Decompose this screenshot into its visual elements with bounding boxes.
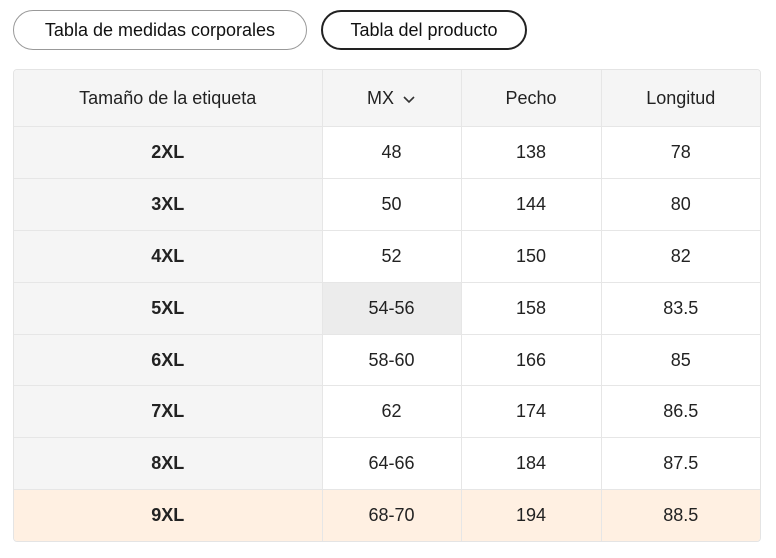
table-row: 7XL 62 174 86.5 — [14, 385, 760, 439]
size-label: 5XL — [14, 282, 323, 335]
header-text: Tamaño de la etiqueta — [79, 87, 257, 108]
cell: 54-56 — [322, 282, 462, 335]
table-row: 9XL 68-70 194 88.5 — [14, 489, 760, 542]
size-label: 6XL — [14, 334, 323, 387]
table: Tamaño de la etiqueta MX Pecho Longitud 2XL… — [14, 70, 760, 542]
size-table: Tamaño de la etiqueta MX Pecho Longitud 2XL… — [13, 69, 761, 543]
cell: 64-66 — [322, 437, 462, 491]
column-header: Pecho — [461, 70, 602, 127]
cell: 194 — [461, 489, 602, 542]
cell: 144 — [461, 178, 602, 231]
header-row: Tamaño de la etiqueta MX Pecho Longitud — [14, 70, 760, 127]
column-header[interactable]: MX — [322, 70, 462, 127]
table-row: 6XL 58-60 166 85 — [14, 334, 760, 387]
header-text: MX — [367, 87, 394, 108]
cell: 83.5 — [601, 282, 760, 335]
cell: 86.5 — [601, 385, 760, 439]
tab-selected[interactable]: Tabla del producto — [321, 10, 527, 50]
cell: 80 — [601, 178, 760, 231]
cell: 87.5 — [601, 437, 760, 491]
cell: 158 — [461, 282, 602, 335]
cell: 52 — [322, 230, 462, 283]
dropdown-chevron[interactable] — [402, 94, 416, 104]
cell: 48 — [322, 126, 462, 179]
size-label: 8XL — [14, 437, 323, 491]
size-label: 3XL — [14, 178, 323, 231]
column-header: Longitud — [601, 70, 760, 127]
cell: 88.5 — [601, 489, 760, 542]
cell: 85 — [601, 334, 760, 387]
header-text: Pecho — [505, 87, 557, 108]
cell: 150 — [461, 230, 602, 283]
cell: 58-60 — [322, 334, 462, 387]
size-label: 2XL — [14, 126, 323, 179]
column-header: Tamaño de la etiqueta — [14, 70, 323, 127]
size-label: 4XL — [14, 230, 323, 283]
tab[interactable]: Tabla de medidas corporales — [13, 10, 307, 50]
cell: 184 — [461, 437, 602, 491]
cell: 138 — [461, 126, 602, 179]
table-row: 4XL 52 150 82 — [14, 230, 760, 283]
header-text: Longitud — [646, 87, 716, 108]
cell: 78 — [601, 126, 760, 179]
size-label: 7XL — [14, 385, 323, 439]
table-row: 2XL 48 138 78 — [14, 126, 760, 179]
size-label: 9XL — [14, 489, 323, 542]
table-body: 2XL 48 138 78 3XL 50 144 80 4XL 52 150 82 5XL 54-56 15… — [14, 126, 760, 542]
cell: 166 — [461, 334, 602, 387]
cell: 174 — [461, 385, 602, 439]
cell: 68-70 — [322, 489, 462, 542]
table-row: 5XL 54-56 158 83.5 — [14, 282, 760, 335]
cell: 82 — [601, 230, 760, 283]
cell: 50 — [322, 178, 462, 231]
table-row: 8XL 64-66 184 87.5 — [14, 437, 760, 491]
cell: 62 — [322, 385, 462, 439]
table-row: 3XL 50 144 80 — [14, 178, 760, 231]
